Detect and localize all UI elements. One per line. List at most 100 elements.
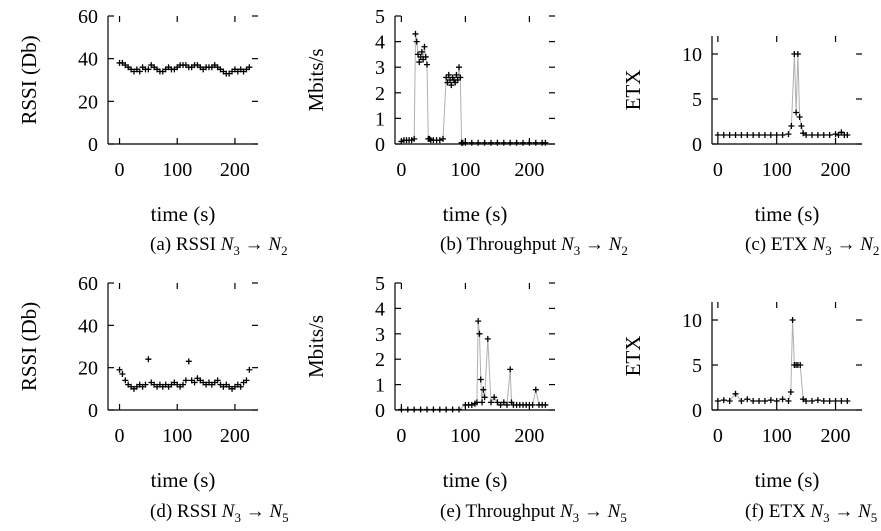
y-tick-label: 4 bbox=[375, 298, 385, 320]
x-tick-label: 0 bbox=[713, 159, 723, 181]
x-tick-label: 0 bbox=[115, 425, 125, 447]
y-tick-label: 2 bbox=[375, 83, 385, 105]
data-point bbox=[456, 406, 462, 413]
data-point bbox=[473, 399, 480, 406]
data-point bbox=[424, 61, 430, 68]
data-point bbox=[191, 379, 198, 386]
data-point bbox=[542, 139, 549, 146]
data-point bbox=[767, 397, 774, 404]
y-axis-label: Mbits/s bbox=[304, 315, 328, 378]
data-point bbox=[797, 362, 804, 368]
data-point bbox=[491, 394, 498, 401]
x-axis-label: time (s) bbox=[443, 202, 508, 226]
x-tick-label: 0 bbox=[713, 425, 723, 447]
data-point bbox=[779, 396, 786, 403]
y-tick-label: 10 bbox=[682, 310, 702, 332]
data-point bbox=[803, 398, 810, 404]
y-axis-label: ETX bbox=[621, 70, 645, 111]
data-point bbox=[785, 131, 792, 138]
y-tick-label: 10 bbox=[682, 44, 702, 66]
x-axis-label: time (s) bbox=[443, 468, 508, 492]
series-line bbox=[401, 33, 546, 144]
data-point bbox=[500, 139, 507, 146]
data-point bbox=[744, 396, 751, 403]
data-point bbox=[494, 139, 501, 146]
y-tick-label: 5 bbox=[692, 355, 702, 377]
data-point bbox=[773, 398, 780, 404]
series-line bbox=[401, 321, 546, 410]
data-point bbox=[481, 394, 488, 401]
data-point bbox=[436, 137, 443, 144]
data-point bbox=[500, 399, 507, 406]
data-point bbox=[838, 129, 845, 136]
data-point bbox=[142, 381, 149, 388]
data-point bbox=[832, 131, 839, 138]
panel-caption: (a) RSSI N3 → N2 bbox=[150, 234, 288, 258]
x-tick-label: 200 bbox=[220, 425, 250, 447]
data-point bbox=[453, 71, 460, 78]
data-point bbox=[246, 64, 253, 71]
x-axis-label: time (s) bbox=[755, 202, 820, 226]
x-tick-label: 100 bbox=[162, 159, 192, 181]
data-point bbox=[422, 53, 429, 60]
data-point bbox=[789, 317, 796, 323]
y-tick-label: 5 bbox=[375, 273, 385, 295]
y-tick-label: 40 bbox=[78, 315, 98, 337]
data-point bbox=[732, 390, 739, 397]
y-tick-label: 0 bbox=[88, 134, 98, 156]
data-point bbox=[457, 74, 464, 81]
data-point bbox=[185, 358, 192, 365]
data-point bbox=[726, 132, 733, 138]
data-point bbox=[513, 139, 520, 146]
data-point bbox=[488, 399, 494, 406]
data-point bbox=[844, 132, 851, 138]
y-tick-label: 0 bbox=[88, 400, 98, 422]
data-point bbox=[243, 377, 250, 384]
data-point bbox=[779, 132, 786, 138]
x-tick-label: 100 bbox=[450, 425, 480, 447]
x-axis-label: time (s) bbox=[151, 468, 216, 492]
data-point bbox=[756, 132, 763, 138]
x-tick-label: 100 bbox=[762, 159, 792, 181]
data-point bbox=[796, 114, 803, 120]
y-axis-label: ETX bbox=[621, 336, 645, 377]
data-point bbox=[532, 386, 539, 393]
x-tick-label: 200 bbox=[821, 425, 851, 447]
data-point bbox=[520, 139, 526, 146]
data-point bbox=[750, 398, 757, 404]
data-point bbox=[468, 139, 475, 146]
data-point bbox=[835, 132, 842, 138]
data-point bbox=[480, 386, 487, 393]
data-point bbox=[494, 399, 501, 406]
chart-panel-e: 0 1 2 3 4 5 0 100 200 time (s) Mbits/s (e) Throughp… bbox=[304, 273, 627, 525]
data-point bbox=[484, 335, 491, 342]
data-point bbox=[714, 132, 721, 138]
x-tick-label: 100 bbox=[450, 159, 480, 181]
y-tick-label: 60 bbox=[78, 273, 98, 295]
data-point bbox=[507, 366, 514, 373]
data-point bbox=[756, 398, 763, 404]
data-point bbox=[462, 139, 469, 146]
x-tick-label: 200 bbox=[514, 159, 544, 181]
data-point bbox=[468, 401, 475, 408]
y-tick-label: 0 bbox=[375, 400, 385, 422]
data-point bbox=[793, 109, 800, 116]
data-point bbox=[477, 376, 484, 383]
data-point bbox=[116, 366, 123, 373]
x-tick-label: 0 bbox=[115, 159, 125, 181]
x-tick-label: 200 bbox=[220, 159, 250, 181]
x-tick-label: 200 bbox=[514, 425, 544, 447]
data-point bbox=[237, 383, 244, 390]
data-point bbox=[145, 66, 152, 73]
data-point bbox=[475, 139, 482, 146]
y-tick-label: 60 bbox=[78, 6, 98, 28]
data-point bbox=[413, 38, 420, 45]
data-point bbox=[416, 59, 423, 66]
data-point bbox=[182, 377, 189, 384]
data-point bbox=[794, 51, 801, 57]
x-tick-label: 0 bbox=[396, 425, 406, 447]
data-point bbox=[417, 406, 424, 413]
data-point bbox=[445, 71, 452, 78]
